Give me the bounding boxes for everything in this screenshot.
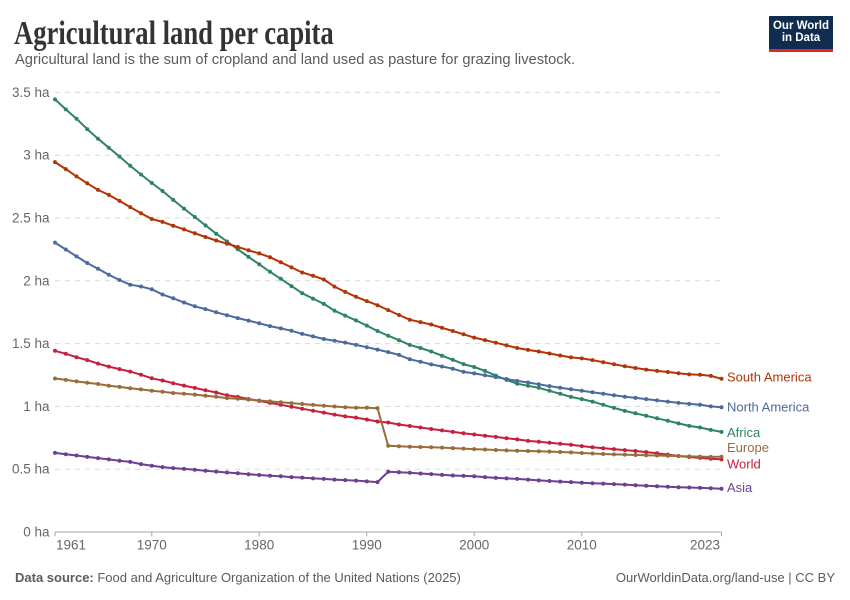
svg-text:1980: 1980 (244, 538, 274, 553)
svg-text:0 ha: 0 ha (23, 525, 50, 540)
svg-text:World: World (727, 457, 761, 472)
svg-text:1.5 ha: 1.5 ha (12, 336, 50, 351)
svg-text:Africa: Africa (727, 425, 761, 440)
svg-text:2.5 ha: 2.5 ha (12, 211, 50, 226)
svg-text:2000: 2000 (459, 538, 489, 553)
svg-text:1970: 1970 (137, 538, 167, 553)
svg-text:1961: 1961 (56, 538, 86, 553)
svg-text:1990: 1990 (352, 538, 382, 553)
svg-text:2010: 2010 (567, 538, 597, 553)
svg-text:North America: North America (727, 399, 810, 414)
svg-text:2 ha: 2 ha (23, 273, 50, 288)
svg-text:Europe: Europe (727, 440, 769, 455)
svg-text:3.5 ha: 3.5 ha (12, 85, 50, 100)
svg-text:Asia: Asia (727, 480, 753, 495)
svg-text:1 ha: 1 ha (23, 399, 50, 414)
svg-text:0.5 ha: 0.5 ha (12, 462, 50, 477)
svg-text:3 ha: 3 ha (23, 148, 50, 163)
svg-text:South America: South America (727, 370, 812, 385)
svg-text:2023: 2023 (690, 538, 720, 553)
